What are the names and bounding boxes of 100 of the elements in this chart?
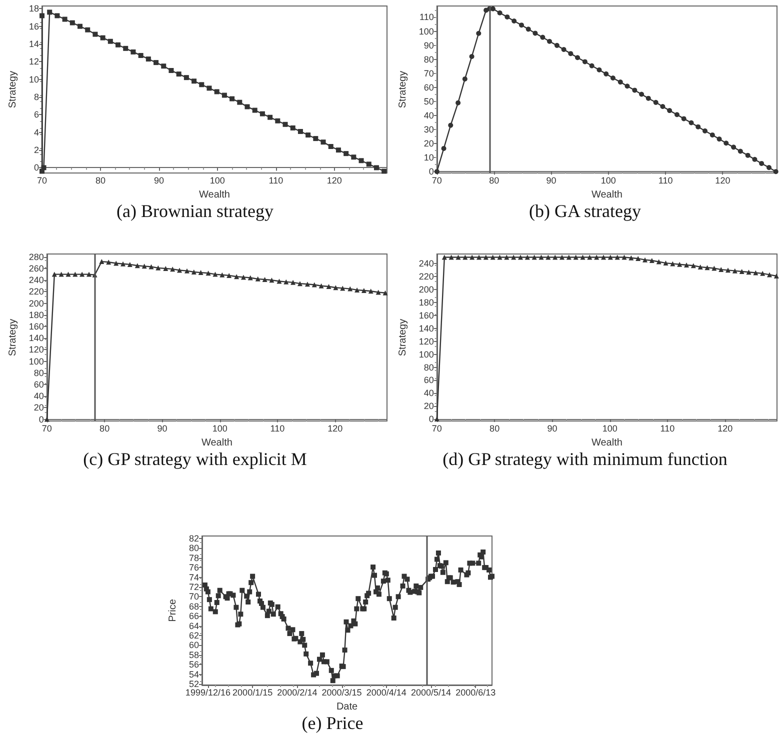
point [134,263,140,268]
point [589,63,594,68]
point [306,132,311,138]
point [441,146,446,151]
point [206,270,211,276]
y-tick-label: 14 [28,38,39,49]
y-tick-label: 72 [188,582,199,592]
point [260,111,265,116]
point [212,272,218,277]
point [490,254,496,260]
point [632,88,638,93]
point [573,254,578,260]
point [333,285,338,290]
point [312,282,317,288]
y-tick-label: 180 [28,310,44,320]
point [148,264,154,270]
point [767,272,772,278]
y-tick-label: 120 [28,344,44,355]
point [698,264,703,270]
point [684,262,690,268]
point [199,82,204,88]
point [610,75,616,80]
point [366,162,372,167]
point [192,78,197,84]
y-tick-label: 100 [418,26,434,36]
point [198,270,204,276]
point [275,118,280,124]
point [690,263,696,268]
point [206,86,212,91]
point [670,261,676,266]
point [476,254,482,260]
point [580,254,586,260]
point [614,254,620,260]
point [718,267,724,272]
point [214,89,220,94]
x-tick-label: 90 [157,424,168,434]
x-tick-label: 2000/3/15 [322,688,362,698]
point [745,152,750,158]
y-tick-label: 120 [418,336,434,346]
y-tick-label: 78 [188,552,199,563]
text: (c) GP strategy with explicit M [83,449,307,469]
point [656,259,662,264]
point [677,262,682,267]
y-axis-title: Strategy [8,318,18,356]
point [560,254,564,260]
point [538,254,544,260]
point [351,154,356,160]
x-tick-label: 1999/12/16 [185,688,230,698]
y-tick-label: 240 [28,275,44,286]
point [554,42,560,48]
y-tick-label: 100 [28,356,44,366]
x-tick-label: 2000/4/14 [366,688,406,698]
point [552,254,558,260]
y-tick-label: 16 [28,21,39,32]
point [504,14,510,20]
x-tick-label: 2000/6/13 [456,688,496,698]
point [382,290,388,296]
point [161,64,166,69]
point [252,108,258,113]
point [568,51,574,56]
point [66,272,71,277]
y-tick-label: 0 [38,414,44,424]
y-tick-label: 62 [188,630,199,640]
point [739,268,744,274]
point [575,55,580,60]
y-tick-label: 80 [34,368,44,378]
point [726,268,731,273]
point [547,38,552,44]
point [62,16,68,22]
point [138,52,144,58]
point [512,18,517,24]
point [70,20,75,26]
y-tick-label: 180 [418,298,434,308]
y-tick-label: 140 [28,333,44,344]
x-axis-title: Wealth [591,437,622,448]
point [382,168,387,174]
y-tick-label: 160 [28,321,44,332]
y-tick-label: 82 [188,533,199,544]
point [336,148,341,153]
point [268,114,273,120]
point [376,290,381,295]
y-tick-label: 56 [188,660,199,670]
point [470,254,475,260]
point [222,92,227,98]
point [78,24,83,29]
x-tick-label: 110 [658,176,673,186]
point [753,270,758,276]
point [340,286,346,291]
y-tick-label: 20 [424,138,434,149]
point [688,120,694,126]
x-tick-label: 80 [100,424,110,434]
line-series [434,6,778,174]
point [320,140,326,145]
point [163,266,168,271]
point [248,275,253,280]
point [456,100,461,106]
point [596,67,602,72]
point [154,60,159,66]
point [681,116,686,122]
y-tick-label: 64 [188,620,199,631]
